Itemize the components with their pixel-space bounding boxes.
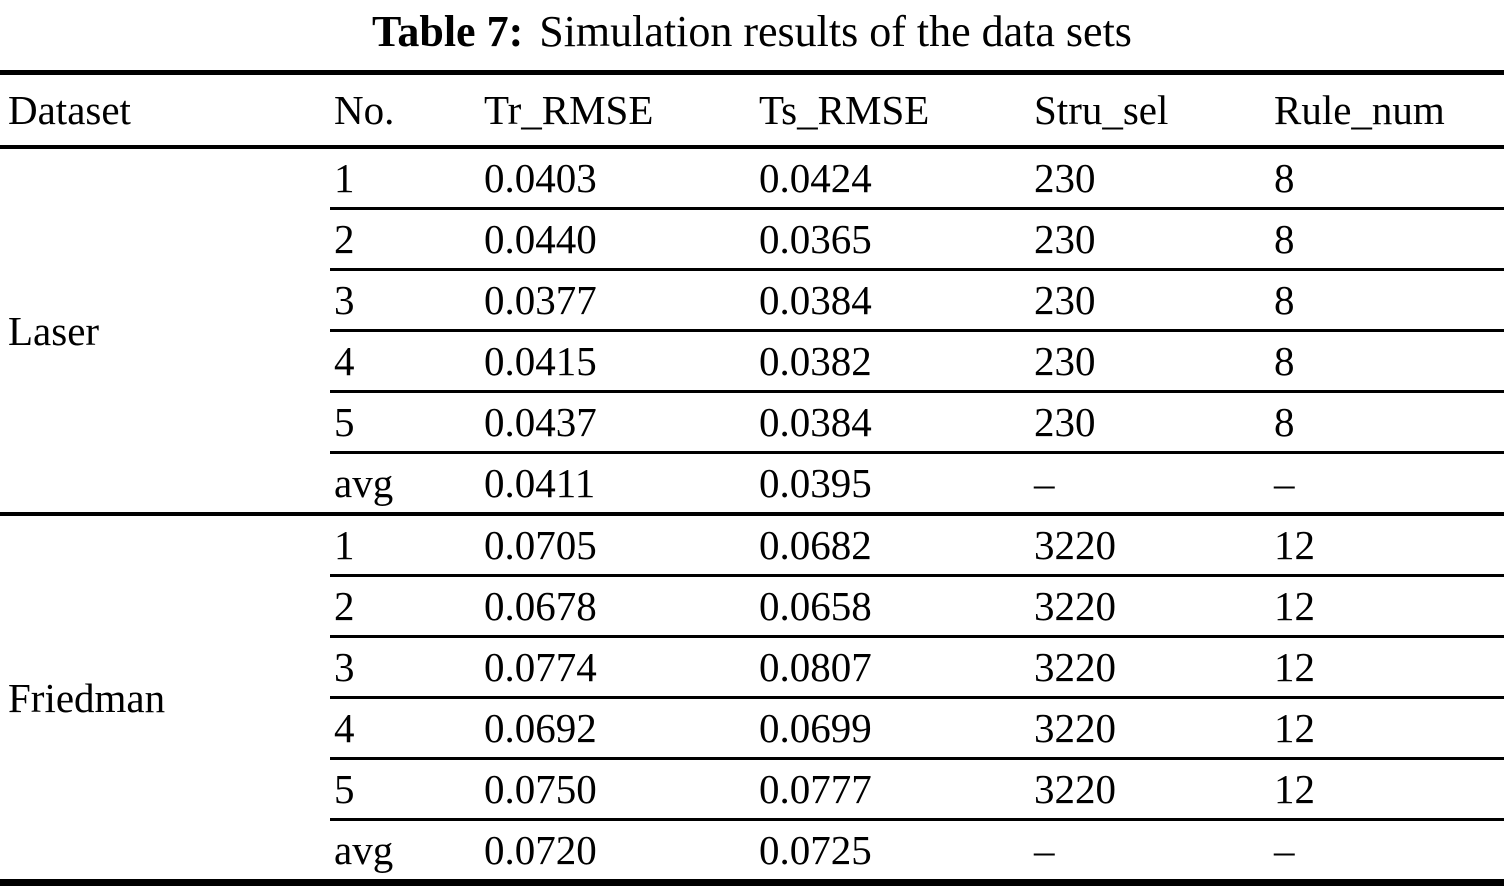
cell-stru-sel: 3220	[1030, 635, 1270, 698]
cell-no: 3	[330, 635, 480, 698]
table-header: Dataset No. Tr_RMSE Ts_RMSE Stru_sel Rul…	[0, 72, 1504, 150]
cell-rule-num: 12	[1270, 635, 1504, 698]
cell-stru-sel: –	[1030, 451, 1270, 515]
cell-ts-rmse: 0.0365	[755, 207, 1030, 270]
cell-no: 2	[330, 574, 480, 637]
table-row: Friedman 1 0.0705 0.0682 3220 12	[0, 512, 1504, 883]
cell-no: avg	[330, 451, 480, 515]
col-header-tr-rmse: Tr_RMSE	[480, 72, 755, 150]
cell-no: avg	[330, 818, 480, 883]
cell-no: 4	[330, 696, 480, 759]
table-row: 2 0.0678 0.0658 3220 12	[0, 574, 1504, 637]
table-caption-label: Table 7:	[372, 7, 524, 56]
cell-rule-num: 12	[1270, 512, 1504, 576]
cell-ts-rmse: 0.0382	[755, 329, 1030, 392]
col-header-rule-num: Rule_num	[1270, 72, 1504, 150]
cell-ts-rmse: 0.0725	[755, 818, 1030, 883]
col-header-dataset: Dataset	[0, 72, 330, 150]
cell-no: 5	[330, 390, 480, 453]
results-table: Dataset No. Tr_RMSE Ts_RMSE Stru_sel Rul…	[0, 70, 1504, 887]
cell-tr-rmse: 0.0750	[480, 757, 755, 820]
dataset-cell-friedman: Friedman	[0, 512, 330, 883]
cell-tr-rmse: 0.0774	[480, 635, 755, 698]
cell-ts-rmse: 0.0807	[755, 635, 1030, 698]
cell-no: 4	[330, 329, 480, 392]
table-row: Laser 1 0.0403 0.0424 230 8	[0, 147, 1504, 354]
table-row: 5 0.0750 0.0777 3220 12	[0, 757, 1504, 820]
cell-tr-rmse: 0.0440	[480, 207, 755, 270]
table-row: 4 0.0415 0.0382 230 8	[0, 329, 1504, 392]
cell-stru-sel: –	[1030, 818, 1270, 883]
cell-no: 3	[330, 268, 480, 331]
cell-rule-num: 12	[1270, 757, 1504, 820]
table-row: avg 0.0720 0.0725 – –	[0, 818, 1504, 883]
cell-ts-rmse: 0.0384	[755, 268, 1030, 331]
cell-rule-num: 8	[1270, 390, 1504, 453]
table-body: Laser 1 0.0403 0.0424 230 8 2 0.0440 0.0…	[0, 147, 1504, 883]
cell-no: 5	[330, 757, 480, 820]
cell-rule-num: 8	[1270, 329, 1504, 392]
cell-stru-sel: 230	[1030, 390, 1270, 453]
table-caption: Table 7: Simulation results of the data s…	[0, 0, 1504, 56]
cell-rule-num: 12	[1270, 574, 1504, 637]
cell-ts-rmse: 0.0395	[755, 451, 1030, 515]
cell-no: 1	[330, 512, 480, 576]
cell-stru-sel: 230	[1034, 155, 1096, 202]
cell-ts-rmse: 0.0682	[755, 512, 1030, 576]
cell-rule-num: 12	[1270, 696, 1504, 759]
cell-stru-sel: 3220	[1030, 696, 1270, 759]
cell-ts-rmse: 0.0699	[755, 696, 1030, 759]
dataset-cell-laser: Laser	[8, 307, 100, 354]
cell-ts-rmse: 0.0777	[755, 757, 1030, 820]
cell-no: 1	[334, 155, 355, 202]
cell-tr-rmse: 0.0415	[480, 329, 755, 392]
cell-tr-rmse: 0.0403	[484, 155, 597, 202]
col-header-stru-sel: Stru_sel	[1030, 72, 1270, 150]
cell-stru-sel: 3220	[1030, 757, 1270, 820]
table-row: 4 0.0692 0.0699 3220 12	[0, 696, 1504, 759]
cell-ts-rmse: 0.0658	[755, 574, 1030, 637]
cell-rule-num: 8	[1274, 155, 1295, 202]
table-row: 3 0.0377 0.0384 230 8	[0, 268, 1504, 331]
cell-rule-num: –	[1270, 451, 1504, 515]
cell-tr-rmse: 0.0437	[480, 390, 755, 453]
table-row: avg 0.0411 0.0395 – –	[0, 451, 1504, 515]
table-row: 2 0.0440 0.0365 230 8	[0, 207, 1504, 270]
col-header-ts-rmse: Ts_RMSE	[755, 72, 1030, 150]
table-row: 5 0.0437 0.0384 230 8	[0, 390, 1504, 453]
cell-tr-rmse: 0.0720	[480, 818, 755, 883]
table-row: 3 0.0774 0.0807 3220 12	[0, 635, 1504, 698]
cell-ts-rmse: 0.0424	[759, 155, 872, 202]
cell-stru-sel: 230	[1030, 329, 1270, 392]
cell-stru-sel: 230	[1030, 207, 1270, 270]
cell-tr-rmse: 0.0692	[480, 696, 755, 759]
cell-rule-num: 8	[1270, 268, 1504, 331]
cell-stru-sel: 3220	[1030, 574, 1270, 637]
header-row: Dataset No. Tr_RMSE Ts_RMSE Stru_sel Rul…	[0, 72, 1504, 150]
cell-tr-rmse: 0.0377	[480, 268, 755, 331]
cell-stru-sel: 3220	[1030, 512, 1270, 576]
cell-stru-sel: 230	[1030, 268, 1270, 331]
cell-tr-rmse: 0.0411	[480, 451, 755, 515]
cell-no: 2	[330, 207, 480, 270]
cell-tr-rmse: 0.0678	[480, 574, 755, 637]
cell-ts-rmse: 0.0384	[755, 390, 1030, 453]
cell-tr-rmse: 0.0705	[480, 512, 755, 576]
cell-rule-num: –	[1270, 818, 1504, 883]
cell-rule-num: 8	[1270, 207, 1504, 270]
table-caption-text: Simulation results of the data sets	[539, 7, 1132, 56]
col-header-no: No.	[330, 72, 480, 150]
